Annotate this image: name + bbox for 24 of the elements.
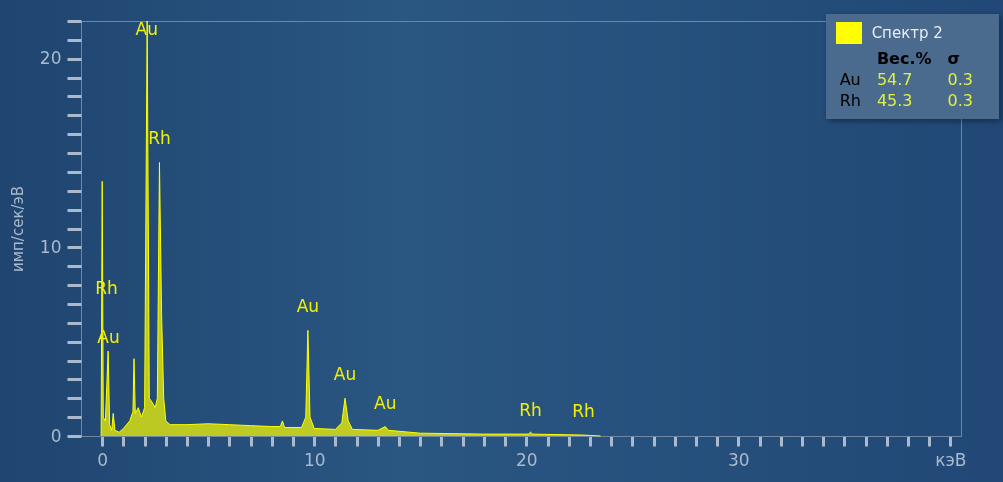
annotation: Rh: [572, 401, 595, 422]
annotation: 45.3: [875, 90, 914, 111]
x-tick-label: кэВ: [935, 449, 967, 470]
y-axis-title: имп/сек/эВ: [8, 185, 27, 273]
annotation: Rh: [519, 400, 542, 421]
x-tick-label: 30: [728, 449, 750, 470]
annotation: Rh: [838, 90, 862, 111]
y-tick-label: 10: [39, 236, 62, 257]
annotation: Rh: [148, 128, 171, 149]
annotation: Au: [374, 392, 397, 413]
y-tick-label: 20: [39, 48, 62, 69]
y-tick-label: 0: [50, 425, 62, 446]
annotation: σ: [946, 48, 961, 69]
x-tick-label: 20: [515, 449, 538, 470]
x-tick-label: 10: [303, 449, 326, 470]
annotation: 0.3: [946, 90, 974, 111]
annotation: 0.3: [946, 69, 974, 90]
annotation: Au: [296, 296, 320, 317]
annotation: Вес.%: [875, 48, 933, 69]
annotation: 54.7: [875, 69, 914, 90]
annotation: Au: [838, 69, 862, 90]
legend-label: Спектр 2: [871, 24, 943, 42]
annotation: Au: [333, 364, 357, 385]
x-tick-label: 0: [97, 449, 109, 470]
